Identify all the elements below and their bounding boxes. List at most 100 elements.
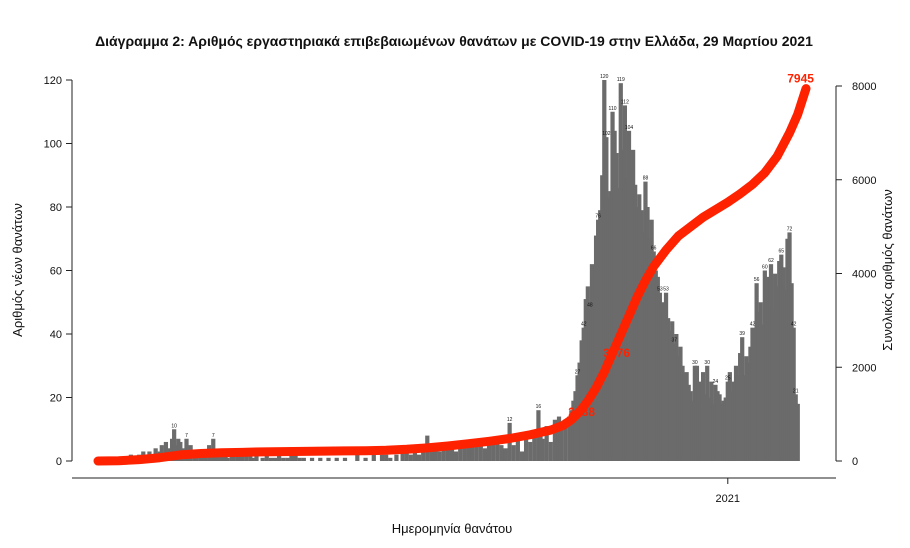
y2-tick-label: 4000 xyxy=(852,269,876,281)
bar xyxy=(478,441,483,461)
bar xyxy=(540,438,545,461)
annotations-layer: 2088 3976 7945 xyxy=(568,72,814,419)
bar-labels-layer: 10 7 7 12 16 27 42 48 76 120 102 110 119 112 104 88 66 53… xyxy=(171,74,798,439)
bar-value-label: 27 xyxy=(575,369,581,375)
bar xyxy=(400,451,405,461)
bar xyxy=(394,454,399,461)
bar-value-label: 62 xyxy=(768,258,774,264)
bar-value-label: 53 xyxy=(663,287,669,293)
bar-value-label: 30 xyxy=(692,360,698,366)
bar xyxy=(412,451,418,461)
y2-tick-label: 0 xyxy=(852,456,858,468)
bar xyxy=(470,445,475,462)
bar xyxy=(491,438,496,461)
bar xyxy=(441,445,446,462)
bar xyxy=(548,441,553,461)
y-tick-label: 20 xyxy=(50,393,62,405)
bar xyxy=(486,445,492,462)
bar xyxy=(184,438,189,461)
chart-title: Διάγραμμα 2: Αριθμός εργαστηριακά επιβεβ… xyxy=(95,33,813,49)
y-tick-label: 60 xyxy=(50,266,62,278)
bar xyxy=(363,457,368,461)
bar xyxy=(384,454,389,461)
bar xyxy=(301,457,306,461)
cumulative-annotation: 2088 xyxy=(568,405,595,419)
cumulative-annotation: 3976 xyxy=(603,346,630,360)
bar-value-label: 37 xyxy=(671,338,677,344)
y-axis-label: Αριθμός νέων θανάτων xyxy=(10,203,25,337)
bar xyxy=(264,454,269,461)
bar xyxy=(458,448,463,461)
bar xyxy=(326,457,331,461)
bar xyxy=(371,454,376,461)
y-tick-label: 80 xyxy=(50,202,62,214)
bar xyxy=(445,448,450,461)
bar-value-label: 102 xyxy=(602,131,611,137)
bar-value-label: 56 xyxy=(754,277,760,283)
bar xyxy=(416,454,422,461)
bar xyxy=(260,457,265,461)
bar xyxy=(297,457,302,461)
bar-value-label: 110 xyxy=(609,106,617,112)
bar-value-label: 60 xyxy=(762,265,768,271)
bar-value-label: 104 xyxy=(625,125,634,131)
bar xyxy=(795,403,800,461)
bar xyxy=(544,426,549,461)
bar xyxy=(215,454,220,461)
bar xyxy=(309,457,315,461)
bar xyxy=(462,445,467,462)
bar xyxy=(277,454,282,461)
bar xyxy=(225,457,230,461)
bar xyxy=(437,451,442,461)
bar xyxy=(268,457,273,461)
bars-layer xyxy=(120,80,800,462)
bar xyxy=(511,445,516,462)
bar-value-label: 42 xyxy=(791,322,797,328)
cumulative-annotation: 7945 xyxy=(787,72,814,86)
bar xyxy=(495,441,500,461)
bar xyxy=(474,438,479,461)
bar-value-label: 7 xyxy=(212,433,215,439)
bar xyxy=(503,448,508,461)
bar-value-label: 65 xyxy=(779,249,785,255)
bar xyxy=(454,451,459,461)
bar-value-label: 119 xyxy=(617,77,625,83)
bar xyxy=(355,454,360,461)
bar xyxy=(250,457,255,461)
axes-layer: 0 20 40 60 80 100 120 0 2000 4000 6000 8000 2021 xyxy=(44,75,877,505)
bar xyxy=(466,441,471,461)
y-tick-label: 120 xyxy=(44,75,62,87)
bar xyxy=(408,454,413,461)
bar xyxy=(272,457,278,461)
bar xyxy=(334,457,339,461)
bar-value-label: 30 xyxy=(704,360,710,366)
bar-value-label: 10 xyxy=(171,423,177,429)
bar xyxy=(388,457,393,461)
y-tick-label: 0 xyxy=(56,456,62,468)
y-tick-label: 100 xyxy=(44,139,62,151)
bar-value-label: 21 xyxy=(793,388,799,394)
bar xyxy=(421,448,426,461)
bar-value-label: 12 xyxy=(507,417,513,423)
bar xyxy=(482,448,488,461)
bar-value-label: 66 xyxy=(651,245,657,251)
bar xyxy=(231,454,236,461)
bar xyxy=(519,451,525,461)
bar xyxy=(293,454,298,461)
bar xyxy=(254,454,259,461)
bar xyxy=(563,419,568,461)
bar xyxy=(499,445,504,462)
bar xyxy=(342,457,348,461)
y-tick-label: 40 xyxy=(50,329,62,341)
bar xyxy=(404,451,409,461)
bar xyxy=(172,429,177,461)
bar xyxy=(318,457,323,461)
bar-value-label: 120 xyxy=(600,74,609,80)
bar xyxy=(244,454,249,461)
bar-value-label: 72 xyxy=(787,226,793,232)
bar-value-label: 76 xyxy=(595,214,601,220)
bar xyxy=(558,429,564,461)
cumulative-line xyxy=(93,84,811,466)
bar-value-label: 42 xyxy=(750,322,756,328)
